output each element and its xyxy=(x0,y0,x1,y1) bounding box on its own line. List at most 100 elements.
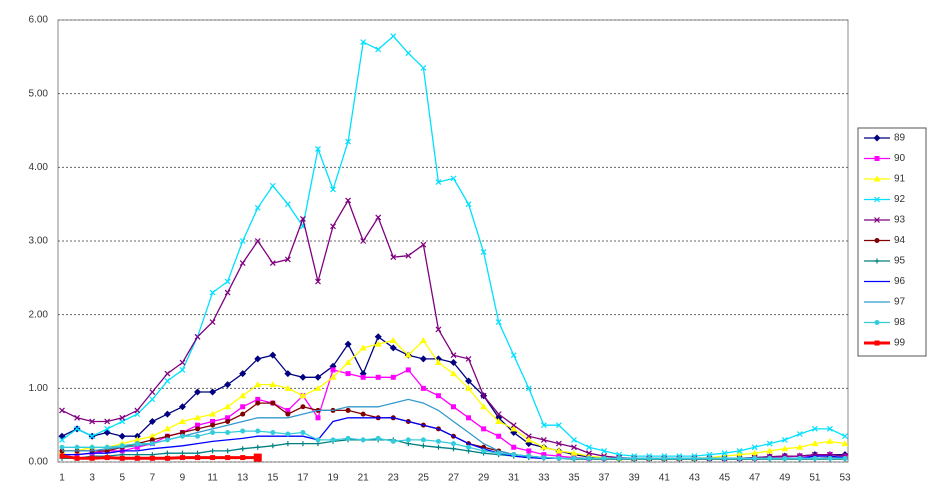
marker xyxy=(270,430,276,436)
x-tick-label: 39 xyxy=(629,473,641,484)
marker xyxy=(209,388,217,396)
marker xyxy=(465,201,472,208)
y-tick-label: 0.00 xyxy=(29,457,49,468)
marker xyxy=(163,410,171,418)
marker xyxy=(646,455,652,461)
y-tick-label: 1.00 xyxy=(29,383,49,394)
marker xyxy=(874,217,880,223)
marker xyxy=(360,437,366,443)
marker xyxy=(495,319,502,325)
marker xyxy=(465,355,472,362)
marker xyxy=(225,448,231,454)
marker xyxy=(224,289,231,296)
marker xyxy=(269,351,277,359)
marker xyxy=(420,443,426,449)
marker xyxy=(344,359,352,366)
marker xyxy=(540,443,548,450)
marker xyxy=(299,392,307,399)
x-tick-label: 35 xyxy=(568,473,580,484)
marker xyxy=(586,450,592,457)
marker xyxy=(811,425,818,432)
marker xyxy=(195,455,201,461)
marker xyxy=(299,215,306,222)
marker xyxy=(571,436,577,443)
marker xyxy=(435,393,441,399)
marker xyxy=(59,453,65,459)
marker xyxy=(284,370,292,378)
x-tick-label: 53 xyxy=(839,473,851,484)
marker xyxy=(390,33,397,40)
marker xyxy=(691,455,697,461)
marker xyxy=(59,436,65,443)
marker xyxy=(450,352,457,359)
marker xyxy=(359,344,367,351)
marker xyxy=(390,254,397,261)
marker xyxy=(149,389,156,395)
x-tick-label: 43 xyxy=(689,473,701,484)
marker xyxy=(210,418,216,424)
marker xyxy=(59,444,65,450)
marker xyxy=(179,359,186,366)
marker xyxy=(285,431,291,437)
marker xyxy=(345,371,351,377)
marker xyxy=(254,238,261,244)
marker xyxy=(254,355,262,363)
marker xyxy=(330,437,336,443)
marker xyxy=(240,428,246,434)
marker xyxy=(706,455,712,461)
marker xyxy=(375,435,381,441)
x-tick-label: 21 xyxy=(358,473,370,484)
marker xyxy=(104,444,110,450)
marker xyxy=(796,443,804,450)
marker xyxy=(59,407,65,414)
marker xyxy=(119,455,125,461)
x-tick-label: 31 xyxy=(508,473,520,484)
marker xyxy=(360,374,366,380)
marker xyxy=(465,384,473,391)
marker xyxy=(330,367,336,373)
marker xyxy=(345,435,351,441)
marker xyxy=(555,422,562,429)
marker xyxy=(360,39,367,46)
marker xyxy=(434,359,442,366)
marker xyxy=(104,448,110,454)
x-tick-label: 3 xyxy=(89,473,95,484)
marker xyxy=(315,278,321,285)
marker xyxy=(209,410,217,417)
marker xyxy=(480,249,487,255)
marker xyxy=(164,450,170,456)
marker xyxy=(178,403,186,411)
marker xyxy=(330,186,336,193)
marker xyxy=(345,407,351,413)
plot-area xyxy=(57,19,849,463)
x-tick-label: 37 xyxy=(599,473,611,484)
marker xyxy=(314,373,322,381)
marker xyxy=(225,430,231,436)
marker xyxy=(826,437,834,444)
marker xyxy=(285,441,291,447)
x-tick-label: 1 xyxy=(59,473,65,484)
marker xyxy=(149,441,155,447)
marker xyxy=(495,417,503,424)
legend-label: 92 xyxy=(894,194,906,205)
marker xyxy=(510,422,517,429)
marker xyxy=(405,252,412,259)
marker xyxy=(255,396,261,402)
marker xyxy=(375,374,381,380)
x-tick-label: 29 xyxy=(478,473,490,484)
legend-label: 93 xyxy=(894,215,906,226)
marker xyxy=(451,404,456,410)
marker xyxy=(873,175,881,182)
legend-label: 91 xyxy=(894,174,906,185)
marker xyxy=(284,256,291,263)
marker xyxy=(360,238,367,244)
marker xyxy=(104,425,111,432)
marker xyxy=(133,432,141,440)
marker xyxy=(225,455,231,461)
marker xyxy=(360,411,366,417)
marker xyxy=(270,400,276,406)
marker xyxy=(134,407,141,414)
x-tick-label: 49 xyxy=(779,473,791,484)
marker xyxy=(164,433,170,439)
